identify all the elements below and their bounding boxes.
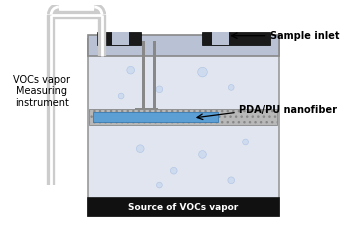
Bar — [203, 32, 270, 45]
Bar — [88, 35, 279, 56]
Bar — [111, 32, 129, 45]
Circle shape — [228, 177, 234, 184]
Bar — [97, 32, 141, 45]
Circle shape — [198, 67, 207, 77]
Circle shape — [199, 151, 206, 158]
Circle shape — [228, 84, 234, 90]
Text: Sample inlet: Sample inlet — [270, 31, 339, 41]
Circle shape — [156, 182, 162, 188]
Bar — [135, 109, 159, 112]
Circle shape — [170, 167, 177, 174]
Circle shape — [118, 93, 124, 99]
Bar — [88, 198, 279, 216]
Circle shape — [243, 139, 248, 145]
Circle shape — [127, 66, 135, 74]
Bar — [142, 41, 145, 110]
Circle shape — [136, 145, 144, 153]
Circle shape — [156, 86, 163, 93]
Bar — [88, 39, 279, 216]
Text: PDA/PU nanofiber: PDA/PU nanofiber — [239, 105, 337, 115]
Bar — [93, 112, 218, 122]
Text: Source of VOCs vapor: Source of VOCs vapor — [128, 203, 238, 212]
Bar — [212, 32, 229, 45]
Bar — [90, 109, 277, 125]
Bar — [153, 41, 156, 110]
Text: VOCs vapor
Measuring
instrument: VOCs vapor Measuring instrument — [13, 75, 70, 108]
